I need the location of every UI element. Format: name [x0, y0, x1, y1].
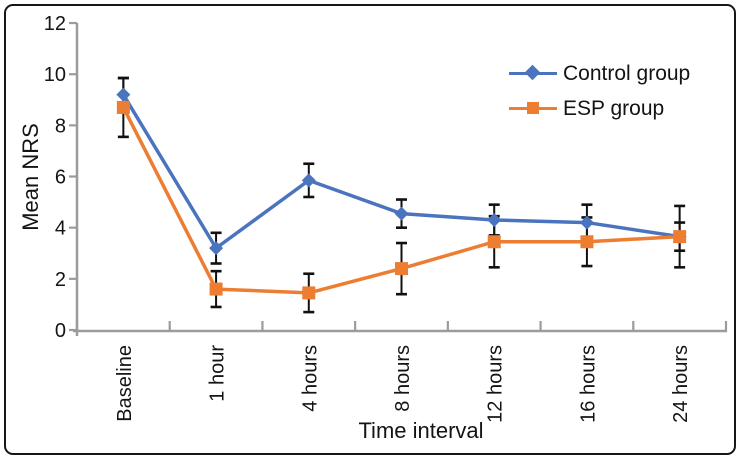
diamond-marker-icon — [487, 213, 502, 228]
y-tick-label: 12 — [44, 13, 66, 35]
x-category-label: 1 hour — [207, 345, 229, 402]
x-axis-title: Time interval — [358, 418, 483, 443]
legend-item-control-group: Control group — [509, 60, 690, 86]
x-category-label: 16 hours — [577, 345, 599, 423]
legend: Control group ESP group — [509, 60, 690, 121]
y-axis-title: Mean NRS — [18, 123, 43, 231]
square-marker-icon — [673, 230, 687, 244]
diamond-marker-icon — [394, 206, 409, 221]
legend-label: Control group — [563, 61, 691, 85]
x-category-label: 4 hours — [299, 345, 321, 412]
square-marker-icon — [209, 282, 223, 296]
square-marker-icon — [580, 235, 594, 249]
legend-item-esp-group: ESP group — [509, 95, 690, 121]
y-tick-label: 6 — [55, 167, 66, 189]
y-tick-label: 2 — [55, 269, 66, 291]
legend-label: ESP group — [563, 96, 665, 120]
y-tick-label: 8 — [55, 115, 66, 137]
esp-line-swatch — [509, 100, 557, 116]
diamond-marker-icon — [116, 87, 131, 102]
plot-area: 0 2 4 6 8 10 12 Baseline 1 hour 4 hours 8 hours 12 … — [44, 13, 728, 423]
square-marker-icon — [487, 235, 501, 249]
diamond-marker-icon — [209, 241, 224, 256]
x-category-label: Baseline — [114, 345, 136, 422]
diamond-marker-icon — [301, 173, 316, 188]
diamond-marker-icon — [579, 215, 594, 230]
diamond-marker-icon — [524, 64, 541, 81]
x-category-label: 8 hours — [392, 345, 414, 412]
control-line-swatch — [509, 64, 557, 81]
square-marker-icon — [395, 262, 408, 276]
square-marker-icon — [302, 286, 316, 300]
y-tick-label: 0 — [55, 320, 66, 342]
y-tick-label: 4 — [55, 218, 66, 240]
square-marker-icon — [116, 100, 130, 114]
x-category-label: 24 hours — [670, 345, 692, 423]
y-tick-label: 10 — [44, 64, 66, 86]
square-marker-icon — [527, 102, 539, 114]
x-category-label: 12 hours — [485, 345, 507, 423]
